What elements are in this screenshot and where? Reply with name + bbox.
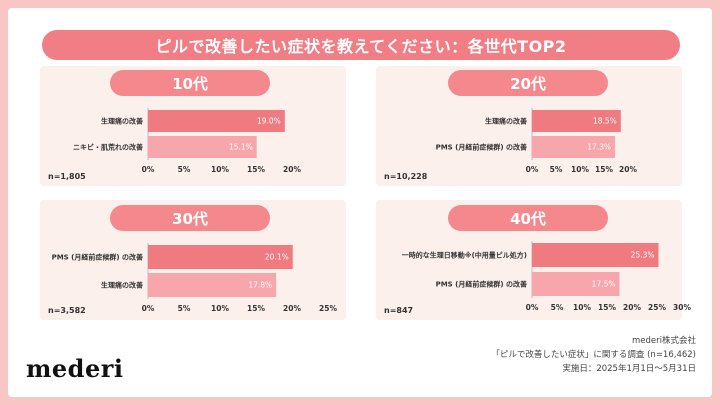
bar <box>532 136 616 158</box>
chart-panel-40s: 40代 一時的な生理日移動※(中用量ピル処方) 25.3% PMS (月経前症候群)… <box>376 200 691 320</box>
value-label: 18.5% <box>593 117 617 126</box>
tick-label: 20% <box>283 304 301 313</box>
panel-title: 30代 <box>110 205 270 231</box>
bar <box>148 245 293 269</box>
tick-label: 10% <box>573 303 591 312</box>
category-label: PMS (月経前症候群) の改善 <box>436 280 527 289</box>
panel-title: 40代 <box>448 205 608 231</box>
tick-label: 0% <box>526 303 539 312</box>
value-label: 15.1% <box>229 143 253 152</box>
slide-title: ピルで改善したい症状を教えてください：各世代TOP2 <box>42 30 680 60</box>
tick-label: 15% <box>598 303 616 312</box>
bar-chart-20s: 生理痛の改善 18.5% PMS (月経前症候群) の改善 17.3% 0% 5% 10% 1… <box>436 108 637 174</box>
value-label: 25.3% <box>631 251 655 260</box>
tick-label: 10% <box>211 165 229 174</box>
tick-label: 0% <box>526 165 539 174</box>
panel-title: 10代 <box>110 70 270 96</box>
panel-title: 20代 <box>448 70 608 96</box>
tick-label: 30% <box>673 303 691 312</box>
category-label: 生理痛の改善 <box>101 117 143 126</box>
tick-label: 5% <box>550 165 563 174</box>
value-label: 19.0% <box>257 117 281 126</box>
tick-label: 10% <box>571 165 589 174</box>
category-label: PMS (月経前症候群) の改善 <box>52 253 143 262</box>
bar <box>148 136 257 158</box>
sample-size: n=3,582 <box>48 306 86 315</box>
bar <box>148 110 285 132</box>
bar <box>532 110 621 132</box>
tick-label: 15% <box>595 165 613 174</box>
tick-label: 15% <box>247 304 265 313</box>
chart-panel-20s: 20代 生理痛の改善 18.5% PMS (月経前症候群) の改善 17.3% 0% 5%… <box>376 66 682 186</box>
tick-label: 5% <box>551 303 564 312</box>
source-survey: 「ピルで改善したい症状」に関する調査 (n=16,462) <box>491 350 696 360</box>
brand-logo: mederi <box>26 354 124 383</box>
category-label: 生理痛の改善 <box>485 117 527 126</box>
bar <box>532 243 659 267</box>
source-date: 実施日：2025年1月1日〜5月31日 <box>562 364 696 374</box>
tick-label: 15% <box>247 165 265 174</box>
bar <box>532 272 620 296</box>
bar-chart-30s: PMS (月経前症候群) の改善 20.1% 生理痛の改善 17.8% 0% 5% 10% 1… <box>52 243 337 313</box>
value-label: 17.8% <box>248 281 272 290</box>
bar-chart-10s: 生理痛の改善 19.0% ニキビ・肌荒れの改善 15.1% 0% 5% 10% 15% 20% <box>73 108 301 174</box>
tick-label: 20% <box>619 165 637 174</box>
tick-label: 20% <box>283 165 301 174</box>
chart-panel-10s: 10代 生理痛の改善 19.0% ニキビ・肌荒れの改善 15.1% 0% 5% 10% 15%… <box>40 66 346 186</box>
source-note: mederi株式会社 「ピルで改善したい症状」に関する調査 (n=16,462)… <box>491 334 696 376</box>
tick-label: 25% <box>319 304 337 313</box>
chart-panel-30s: 30代 PMS (月経前症候群) の改善 20.1% 生理痛の改善 17.8% 0% 5%… <box>40 200 346 320</box>
source-company: mederi株式会社 <box>632 336 696 346</box>
tick-label: 5% <box>178 165 191 174</box>
category-label: 生理痛の改善 <box>101 281 143 290</box>
bar-chart-40s: 一時的な生理日移動※(中用量ピル処方) 25.3% PMS (月経前症候群) の改善… <box>402 241 691 312</box>
tick-label: 10% <box>211 304 229 313</box>
tick-label: 5% <box>178 304 191 313</box>
bar <box>148 273 277 297</box>
sample-size: n=847 <box>384 306 414 315</box>
category-label: PMS (月経前症候群) の改善 <box>436 143 527 152</box>
category-label: 一時的な生理日移動※(中用量ピル処方) <box>402 251 527 260</box>
tick-label: 0% <box>142 304 155 313</box>
tick-label: 20% <box>623 303 641 312</box>
sample-size: n=10,228 <box>384 172 428 181</box>
tick-label: 0% <box>142 165 155 174</box>
value-label: 20.1% <box>265 253 289 262</box>
tick-label: 25% <box>648 303 666 312</box>
sample-size: n=1,805 <box>48 172 86 181</box>
value-label: 17.5% <box>592 280 616 289</box>
value-label: 17.3% <box>587 143 611 152</box>
category-label: ニキビ・肌荒れの改善 <box>73 143 143 152</box>
